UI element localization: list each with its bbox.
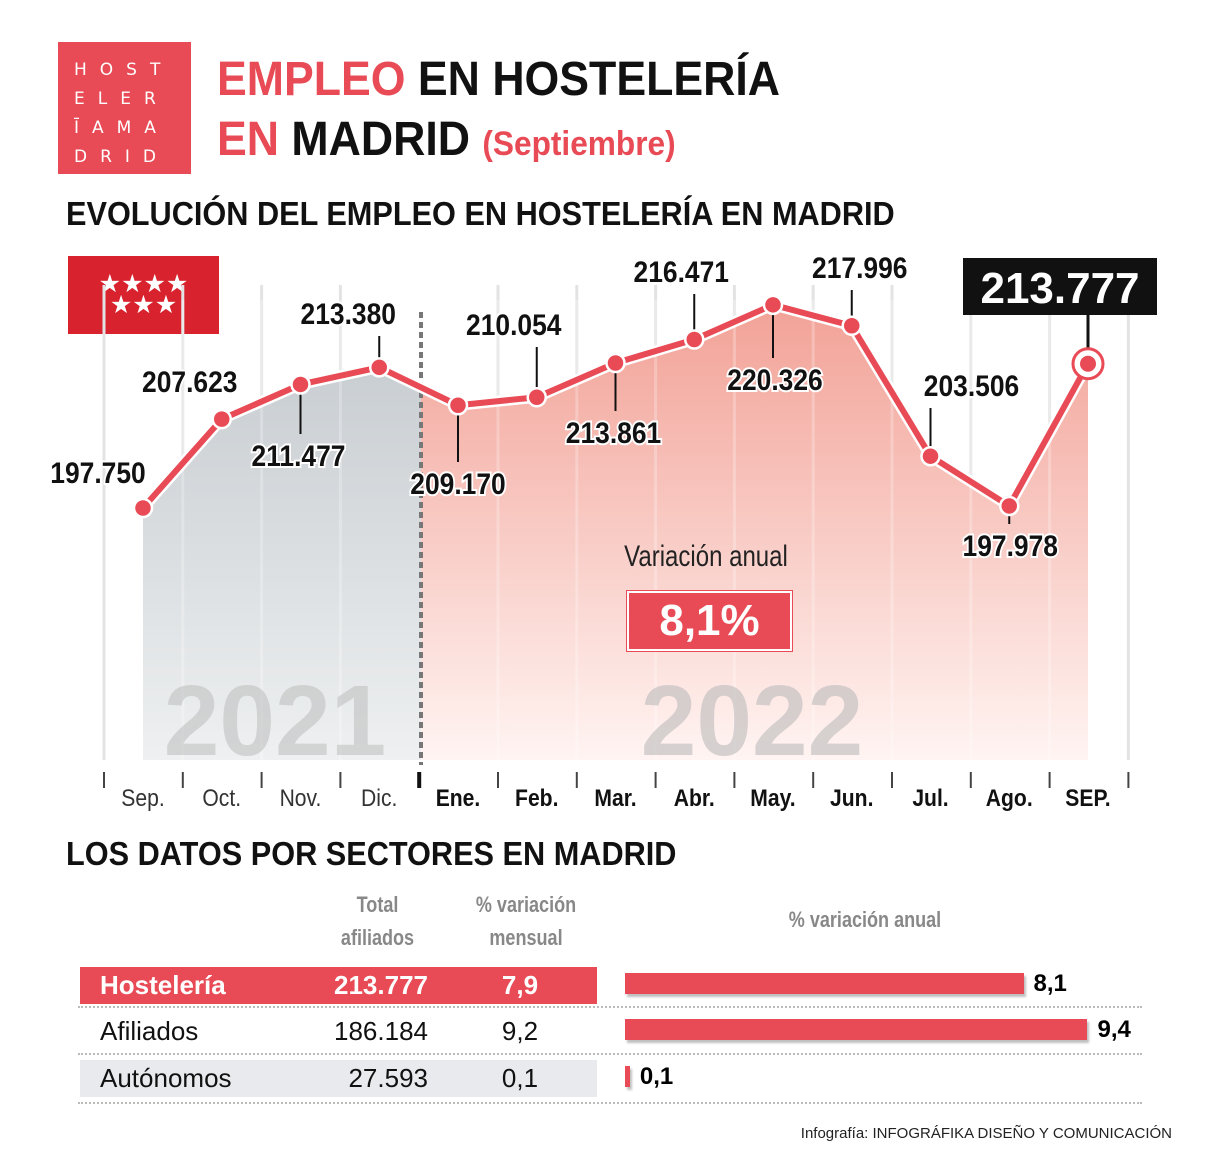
data-point [1080, 355, 1096, 372]
logo-line: HOST [74, 60, 174, 80]
data-label: 217.996 [812, 250, 907, 284]
year-label-2021: 2021 [164, 665, 386, 777]
annual-variation-label: 0,1 [639, 1063, 674, 1090]
x-axis-label: Jun. [830, 785, 873, 812]
annual-variation-bar [625, 1066, 630, 1087]
data-label: 197.750 [50, 455, 145, 489]
divider [78, 1006, 1142, 1008]
credit: Infografía: INFOGRÁFIKA DISEÑO Y COMUNIC… [801, 1125, 1172, 1142]
header-annual: % variación anual [788, 907, 942, 932]
chart-section-title: EVOLUCIÓN DEL EMPLEO EN HOSTELERÍA EN MA… [66, 195, 895, 232]
total-affiliates: 27.593 [348, 1063, 428, 1093]
title-highlight: EMPLEO [217, 53, 406, 106]
x-axis-label: May. [750, 785, 795, 812]
year-label-2022: 2022 [641, 665, 863, 777]
total-affiliates: 186.184 [334, 1016, 428, 1046]
x-axis-label: Feb. [515, 785, 558, 812]
data-label: 197.978 [963, 528, 1058, 562]
table-section-title: LOS DATOS POR SECTORES EN MADRID [66, 835, 677, 872]
data-point [605, 352, 626, 374]
data-point [526, 387, 547, 408]
data-label: 207.623 [142, 364, 237, 398]
logo-line: ELER [74, 89, 169, 109]
x-axis-label: SEP. [1065, 785, 1110, 812]
credit-name: INFOGRÁFIKA DISEÑO Y COMUNICACIÓN [872, 1125, 1173, 1142]
data-point [132, 497, 154, 519]
credit-prefix: Infografía: [800, 1125, 873, 1142]
area-2021 [143, 367, 421, 760]
x-axis-label: Oct. [202, 785, 241, 812]
data-point [684, 329, 705, 350]
monthly-variation: 9,2 [501, 1016, 539, 1046]
x-axis-label: Nov. [280, 785, 322, 812]
data-label: 213.380 [301, 296, 396, 330]
line-chart: 2021 2022 197.750 Sep. 207.623 Oct. 211.477 No… [48, 249, 1157, 812]
data-point [841, 315, 862, 337]
x-axis-label: Sep. [121, 785, 164, 812]
data-point [999, 495, 1020, 517]
annual-variation-label: Variación anual [624, 540, 788, 573]
title-month: (Septiembre) [482, 125, 676, 163]
logo-line: ĪAMA [74, 118, 169, 138]
sector-name: Hostelería [100, 970, 226, 1000]
area-2022 [421, 304, 1088, 760]
data-point [762, 294, 784, 316]
sector-name: Afiliados [100, 1016, 199, 1046]
data-label: 213.777 [980, 264, 1139, 313]
header-monthly: % variación mensual [475, 892, 577, 950]
table-row: Autónomos 27.593 0,1 [80, 1060, 597, 1097]
table-row: Hostelería 213.777 7,9 [80, 967, 597, 1004]
annual-variation-bar [625, 973, 1024, 994]
header-total: Total afiliados [340, 892, 415, 950]
data-label: 203.506 [924, 368, 1019, 402]
data-point [211, 408, 232, 430]
data-label: 209.170 [410, 466, 505, 500]
x-axis-label: Jul. [912, 785, 948, 812]
page-title-line2: EN MADRID (Septiembre) [217, 112, 676, 167]
sector-name: Autónomos [100, 1063, 232, 1093]
data-label: 211.477 [252, 438, 346, 472]
monthly-variation: 7,9 [501, 970, 539, 1000]
total-affiliates: 213.777 [334, 970, 428, 1000]
table-row: Afiliados 186.184 9,2 [80, 1013, 597, 1050]
hosteleria-madrid-logo: HOST ELER ĪAMA DRID [58, 42, 191, 174]
data-label: 210.054 [466, 307, 562, 341]
x-axis-label: Abr. [674, 785, 715, 812]
data-label: 220.326 [727, 362, 822, 396]
data-point [447, 394, 469, 416]
title-text: EN HOSTELERÍA [405, 53, 781, 106]
madrid-flag-icon: ★★★★ ★★★ [68, 256, 219, 334]
annual-variation-bar [625, 1019, 1088, 1040]
logo-line: DRID [74, 147, 170, 167]
data-point [369, 357, 390, 378]
x-axis-label: Mar. [594, 785, 636, 812]
annual-variation-label: 8,1 [1033, 970, 1067, 997]
x-axis-label: Ago. [986, 785, 1033, 812]
divider [78, 1102, 1142, 1104]
monthly-variation: 0,1 [501, 1063, 539, 1093]
data-point [290, 374, 311, 395]
data-label: 213.861 [566, 415, 661, 449]
title-text: MADRID [279, 113, 483, 166]
annual-variation-value: 8,1% [626, 590, 793, 652]
annual-variation-label: 9,4 [1097, 1016, 1131, 1043]
data-point [920, 445, 941, 467]
divider [78, 1053, 1142, 1055]
title-highlight: EN [217, 113, 280, 166]
data-label: 216.471 [634, 254, 729, 288]
current-value-box [963, 258, 1157, 315]
x-axis-label: Dic. [361, 785, 397, 812]
page-title: EMPLEO EN HOSTELERÍA [217, 52, 780, 107]
x-axis-label: Ene. [436, 785, 481, 812]
